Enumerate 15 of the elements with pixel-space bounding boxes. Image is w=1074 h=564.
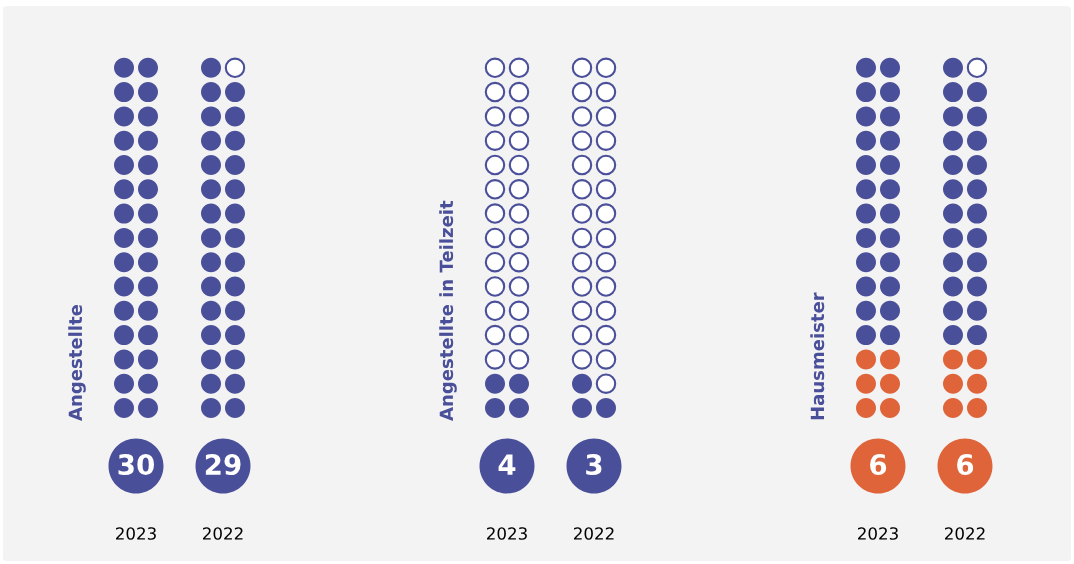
data-label: 4 [498, 454, 516, 475]
data-label: 30 [118, 454, 154, 476]
text: Angestellte in Teilzeit [439, 200, 457, 421]
category-label: 2023 [487, 527, 527, 540]
text: Hausmeister [810, 292, 825, 420]
data-label: 29 [205, 454, 241, 476]
category-label: 2022 [574, 527, 614, 540]
category-label: 2022 [203, 527, 243, 540]
data-label: 6 [870, 454, 887, 476]
text: Angestellte [68, 305, 86, 421]
category-label: 2023 [116, 527, 156, 540]
data-label: 3 [586, 454, 602, 476]
category-label: 2023 [858, 527, 898, 540]
data-label: 6 [957, 454, 974, 476]
category-label: 2022 [945, 527, 985, 540]
